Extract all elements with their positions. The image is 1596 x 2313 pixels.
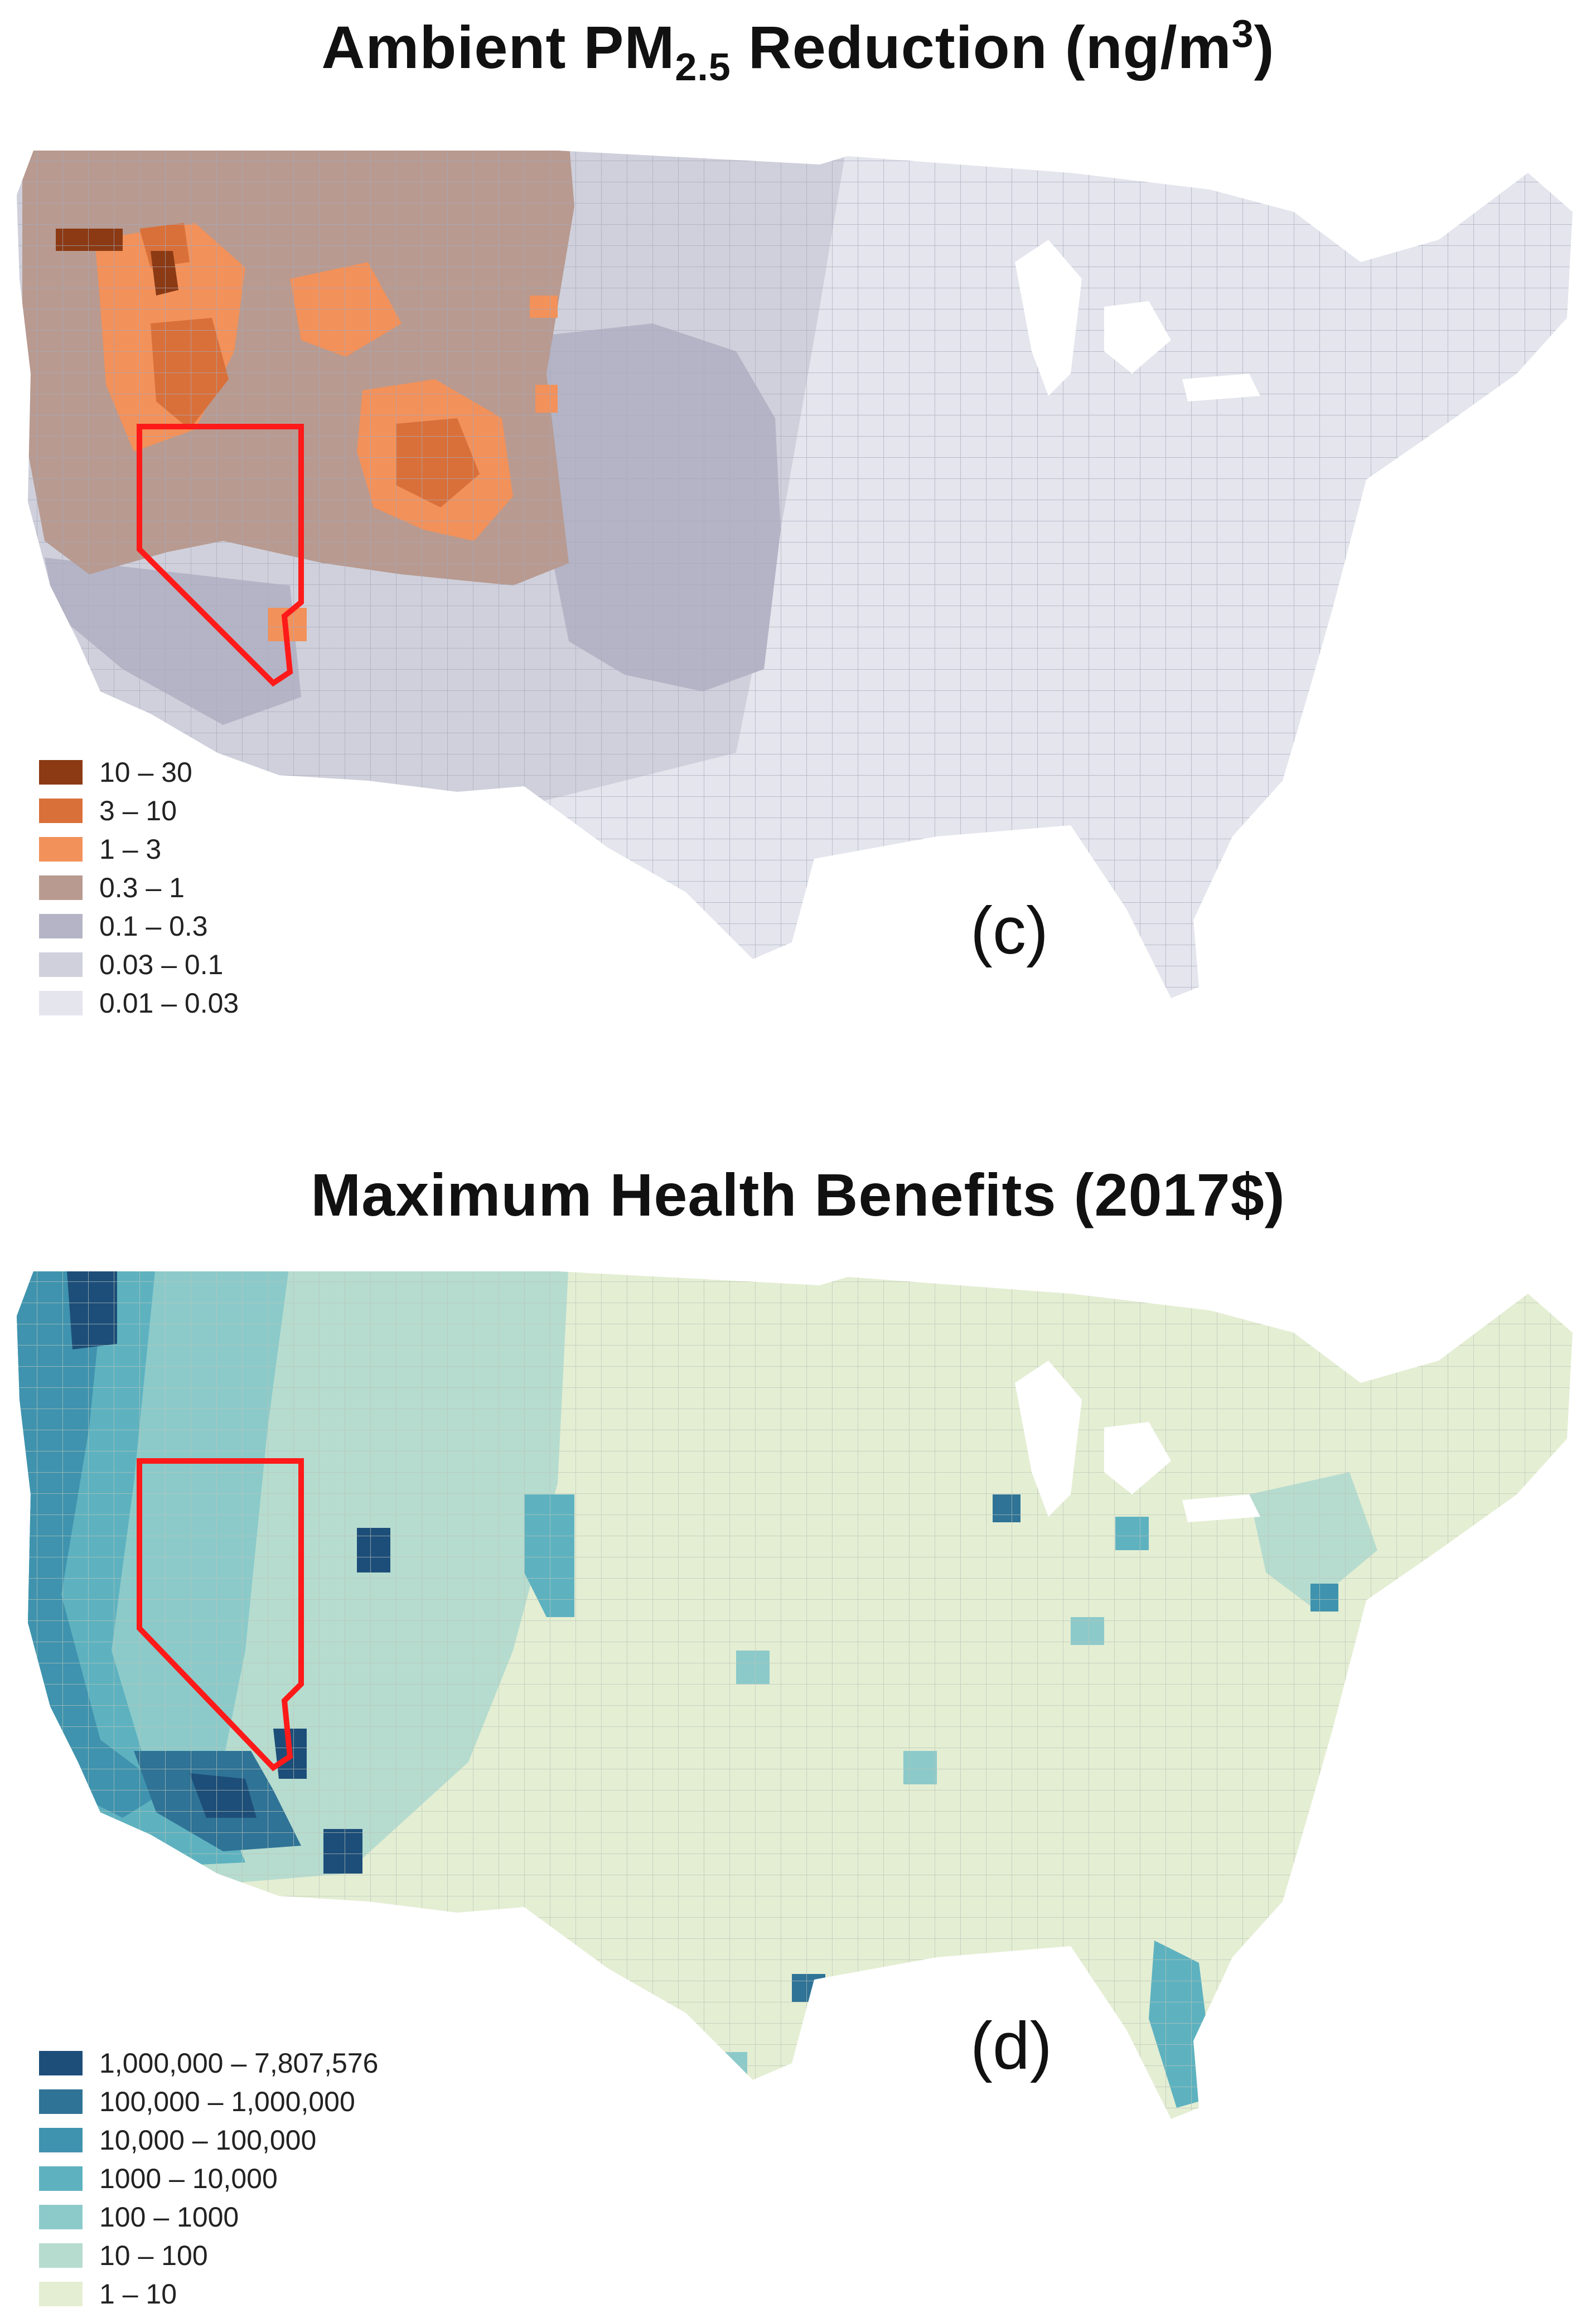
c-legend-swatch-6	[39, 990, 83, 1015]
d-legend-item-1: 100,000 – 1,000,000	[39, 2082, 378, 2121]
c-legend-label-5: 0.03 – 0.1	[99, 949, 224, 980]
c-legend-item-4: 0.1 – 0.3	[39, 907, 239, 945]
d-legend-item-0: 1,000,000 – 7,807,576	[39, 2044, 378, 2082]
health-benefits-map	[17, 1271, 1573, 2119]
great-lakes-c	[1015, 240, 1260, 401]
legend-c: 10 – 30 3 – 10 1 – 3 0.3 – 1 0.1 – 0.3 0.03 –…	[39, 753, 239, 1022]
great-lakes-d	[1015, 1361, 1260, 1522]
d-legend-item-4: 100 – 1000	[39, 2198, 378, 2236]
panel-d-title: Maximum Health Benefits (2017$)	[311, 1161, 1285, 1228]
d-legend-swatch-1	[39, 2089, 83, 2114]
panel-d-health-benefits: Maximum Health Benefits (2017$)	[0, 1104, 1596, 2310]
d-legend-item-6: 1 – 10	[39, 2275, 378, 2313]
pm25-reduction-map	[17, 151, 1573, 998]
c-legend-swatch-2	[39, 836, 83, 862]
d-legend-item-3: 1000 – 10,000	[39, 2159, 378, 2198]
county-grid-d	[17, 1271, 1573, 2119]
d-legend-swatch-5	[39, 2243, 83, 2268]
c-legend-item-1: 3 – 10	[39, 791, 239, 830]
c-legend-label-1: 3 – 10	[99, 795, 177, 826]
c-legend-item-6: 0.01 – 0.03	[39, 984, 239, 1022]
nevada-outline-d	[137, 1458, 304, 1772]
c-legend-label-3: 0.3 – 1	[99, 872, 185, 903]
d-legend-label-3: 1000 – 10,000	[99, 2162, 278, 2194]
c-legend-item-2: 1 – 3	[39, 830, 239, 868]
d-legend-label-5: 10 – 100	[99, 2239, 208, 2271]
d-legend-label-4: 100 – 1000	[99, 2201, 239, 2233]
c-legend-item-0: 10 – 30	[39, 753, 239, 791]
c-legend-label-0: 10 – 30	[99, 756, 192, 788]
panel-c-title: Ambient PM2.5 Reduction (ng/m3)	[321, 12, 1275, 89]
d-legend-swatch-6	[39, 2281, 83, 2306]
county-grid-c	[17, 151, 1573, 998]
d-legend-label-0: 1,000,000 – 7,807,576	[99, 2047, 379, 2079]
d-legend-label-1: 100,000 – 1,000,000	[99, 2085, 355, 2117]
d-legend-swatch-3	[39, 2166, 83, 2191]
c-legend-swatch-5	[39, 952, 83, 977]
c-legend-swatch-0	[39, 759, 83, 785]
c-legend-label-2: 1 – 3	[99, 833, 162, 865]
nevada-outline-c	[137, 424, 304, 687]
c-legend-label-6: 0.01 – 0.03	[99, 987, 239, 1019]
panel-label-c: (c)	[970, 893, 1048, 968]
panel-c-ambient-pm25: Ambient PM2.5 Reduction (ng/m3)	[0, 0, 1596, 1059]
c-legend-item-3: 0.3 – 1	[39, 868, 239, 907]
d-legend-label-6: 1 – 10	[99, 2278, 177, 2310]
panel-label-d: (d)	[970, 2009, 1052, 2083]
legend-d: 1,000,000 – 7,807,576 100,000 – 1,000,000…	[39, 2044, 378, 2313]
d-legend-label-2: 10,000 – 100,000	[99, 2124, 317, 2156]
d-legend-swatch-4	[39, 2204, 83, 2229]
c-legend-label-4: 0.1 – 0.3	[99, 910, 208, 942]
c-legend-swatch-3	[39, 875, 83, 900]
d-legend-item-2: 10,000 – 100,000	[39, 2121, 378, 2159]
c-legend-swatch-4	[39, 913, 83, 938]
d-legend-swatch-2	[39, 2127, 83, 2152]
c-legend-swatch-1	[39, 798, 83, 823]
d-legend-item-5: 10 – 100	[39, 2236, 378, 2275]
c-legend-item-5: 0.03 – 0.1	[39, 945, 239, 984]
d-legend-swatch-0	[39, 2050, 83, 2075]
